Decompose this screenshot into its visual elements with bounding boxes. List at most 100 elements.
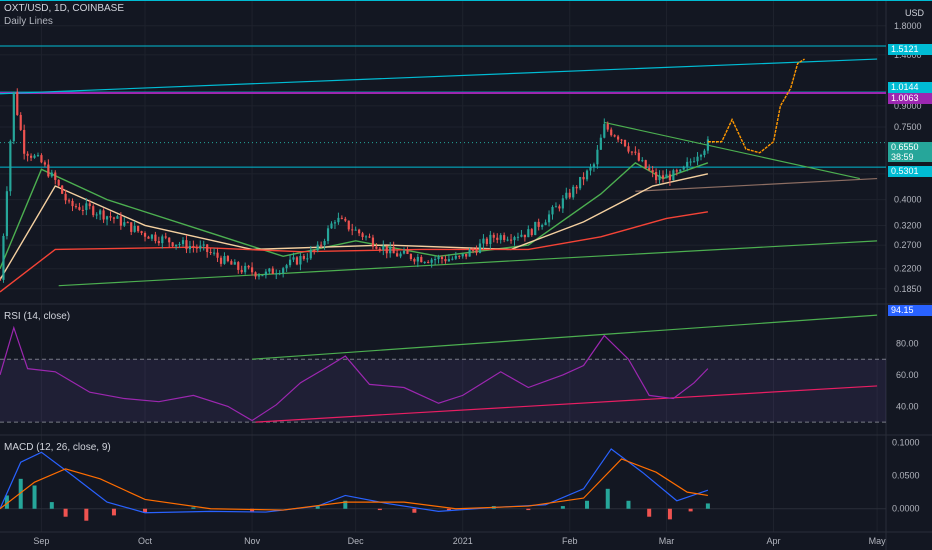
candle-body — [95, 214, 98, 216]
candle-body — [85, 203, 88, 211]
candle-body — [651, 170, 654, 173]
candle-body — [244, 265, 247, 273]
candle-body — [575, 186, 578, 189]
macd-histogram-bar — [84, 508, 89, 521]
candle-body — [185, 240, 188, 250]
candle-body — [64, 193, 67, 201]
candle-body — [0, 279, 2, 281]
candle-body — [568, 192, 571, 198]
y-tick-label: 0.7500 — [894, 122, 922, 132]
rsi-label[interactable]: RSI (14, close) — [4, 311, 71, 322]
candle-body — [389, 246, 392, 254]
level-badge-2: 1.0144 — [888, 82, 932, 93]
candle-body — [692, 161, 696, 163]
candle-body — [461, 253, 464, 257]
x-tick-label: Dec — [348, 536, 365, 546]
macd-histogram-bar — [315, 506, 320, 509]
candle-body — [23, 129, 26, 154]
macd-histogram-bar — [560, 506, 565, 509]
candle-body — [423, 261, 426, 263]
macd-histogram-bar — [526, 508, 531, 511]
candle-body — [527, 229, 530, 238]
candle-body — [496, 237, 499, 240]
x-tick-label: Mar — [659, 536, 675, 546]
candle-body — [437, 256, 440, 260]
macd-histogram-bar — [111, 508, 116, 516]
macd-histogram-bar — [343, 500, 348, 509]
candle-body — [623, 139, 627, 147]
candle-body — [492, 234, 495, 238]
macd-histogram-bar — [49, 502, 54, 509]
candle-body — [579, 176, 582, 189]
candle-body — [247, 265, 250, 268]
candle-body — [610, 129, 613, 136]
price-trendline — [604, 121, 860, 180]
candle-body — [471, 249, 475, 251]
candle-body — [164, 236, 167, 238]
currency-label[interactable]: USD — [904, 8, 924, 18]
candle-body — [354, 229, 357, 231]
x-tick-label: 2021 — [453, 536, 473, 546]
macd-histogram-bar — [605, 488, 610, 509]
candle-body — [309, 250, 312, 259]
candle-body — [520, 234, 523, 237]
candle-body — [137, 225, 140, 232]
candle-body — [672, 170, 675, 181]
candle-body — [503, 235, 506, 240]
candle-body — [475, 249, 478, 253]
candle-body — [433, 259, 437, 261]
candle-body — [323, 241, 326, 245]
moving-average-line — [0, 161, 709, 270]
candle-body — [561, 198, 564, 209]
candle-body — [254, 272, 257, 277]
candle-body — [54, 172, 57, 180]
candle-body — [689, 161, 692, 163]
candle-body — [302, 255, 305, 259]
candle-body — [206, 244, 209, 252]
candle-body — [320, 244, 323, 246]
candle-body — [26, 153, 29, 156]
candle-body — [133, 225, 136, 232]
candle-body — [250, 267, 254, 273]
candle-body — [516, 236, 520, 238]
candle-body — [547, 214, 551, 223]
candle-body — [12, 92, 15, 142]
macd-histogram-bar — [32, 485, 37, 509]
candle-body — [589, 167, 592, 171]
candle-body — [19, 114, 22, 130]
rsi-line — [0, 325, 709, 422]
candle-body — [40, 155, 43, 163]
candle-body — [178, 244, 181, 246]
macd-histogram-bar — [446, 508, 451, 511]
macd-histogram-bar — [412, 508, 417, 513]
candle-body — [92, 206, 95, 216]
candle-body — [264, 271, 267, 276]
candle-body — [668, 174, 672, 181]
x-tick-label: Sep — [33, 536, 49, 546]
macd-signal-line — [0, 458, 708, 511]
candle-body — [88, 203, 91, 207]
candle-body — [485, 238, 488, 245]
candle-body — [661, 175, 665, 179]
price-trendline — [0, 58, 878, 95]
candle-body — [478, 243, 482, 253]
candle-body — [199, 245, 202, 249]
candle-body — [271, 268, 274, 275]
candle-body — [371, 237, 375, 247]
candle-body — [347, 220, 350, 230]
candle-body — [78, 207, 81, 210]
candle-body — [599, 137, 602, 150]
moving-average-line — [0, 211, 709, 293]
candle-body — [326, 228, 330, 242]
macd-label[interactable]: MACD (12, 26, close, 9) — [4, 442, 111, 453]
macd-histogram-bar — [688, 508, 693, 512]
moving-average-line — [0, 173, 709, 281]
candle-body — [161, 236, 164, 244]
candle-body — [168, 237, 171, 243]
candle-body — [171, 242, 174, 247]
candle-body — [116, 216, 119, 219]
symbol-title[interactable]: OXT/USD, 1D, COINBASE — [4, 3, 125, 14]
candle-body — [230, 261, 233, 265]
study-label[interactable]: Daily Lines — [4, 16, 53, 27]
